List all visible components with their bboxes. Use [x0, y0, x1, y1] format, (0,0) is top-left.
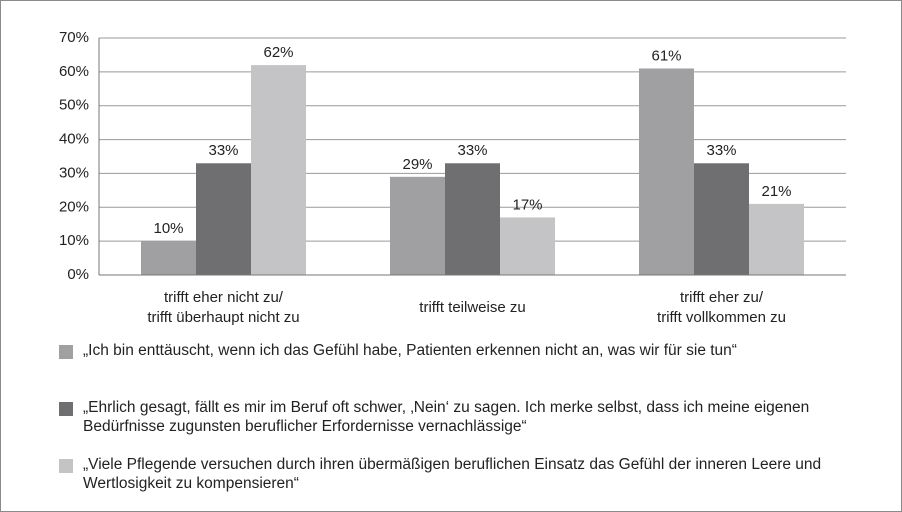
legend-entry: „Ich bin enttäuscht, wenn ich das Gefühl… [59, 341, 859, 398]
value-label: 33% [208, 142, 238, 159]
value-label: 21% [761, 183, 791, 200]
bar [639, 68, 694, 275]
legend-entry: „Viele Pflegende versuchen durch ihren ü… [59, 455, 859, 511]
y-tick-label: 60% [59, 63, 89, 80]
x-tick-label-line: trifft vollkommen zu [657, 309, 786, 326]
bar [445, 163, 500, 275]
bar [141, 241, 196, 275]
value-label: 10% [153, 220, 183, 237]
legend-swatch [59, 459, 73, 473]
x-tick-label-line: trifft eher nicht zu/ [164, 289, 284, 306]
value-label: 33% [457, 142, 487, 159]
bar [500, 217, 555, 275]
chart: 0% 10% 20% 30% 40% 50% 60% 70% trifft eher nicht… [59, 29, 846, 326]
x-tick-label: trifft eher zu/trifft vollkommen zu [657, 289, 786, 326]
value-label: 29% [402, 156, 432, 173]
x-tick-label-line: trifft überhaupt nicht zu [147, 309, 299, 326]
y-tick-label: 40% [59, 131, 89, 148]
value-label: 61% [651, 47, 681, 64]
bar [196, 163, 251, 275]
x-tick-label-line: trifft teilweise zu [419, 299, 525, 316]
y-tick-label: 70% [59, 29, 89, 46]
x-tick-label-line: trifft eher zu/ [680, 289, 764, 306]
legend-label: „Viele Pflegende versuchen durch ihren ü… [83, 456, 822, 492]
y-tick-label: 30% [59, 164, 89, 181]
bar [749, 203, 804, 275]
y-tick-label: 0% [67, 266, 89, 283]
y-tick-label: 10% [59, 232, 89, 249]
legend-label: „Ich bin enttäuscht, wenn ich das Gefühl… [83, 342, 737, 359]
legend: „Ich bin enttäuscht, wenn ich das Gefühl… [59, 341, 859, 511]
y-tick-label: 20% [59, 198, 89, 215]
value-label: 17% [512, 196, 542, 213]
legend-entry: „Ehrlich gesagt, fällt es mir im Beruf o… [59, 398, 859, 455]
value-label: 62% [263, 44, 293, 61]
legend-label: „Ehrlich gesagt, fällt es mir im Beruf o… [83, 399, 810, 435]
x-tick-label: trifft eher nicht zu/trifft überhaupt ni… [147, 289, 299, 326]
legend-swatch [59, 345, 73, 359]
bar [694, 163, 749, 275]
x-tick-label: trifft teilweise zu [419, 299, 525, 316]
legend-swatch [59, 402, 73, 416]
bar [251, 65, 306, 275]
y-tick-label: 50% [59, 97, 89, 114]
value-label: 33% [706, 142, 736, 159]
bar [390, 176, 445, 275]
